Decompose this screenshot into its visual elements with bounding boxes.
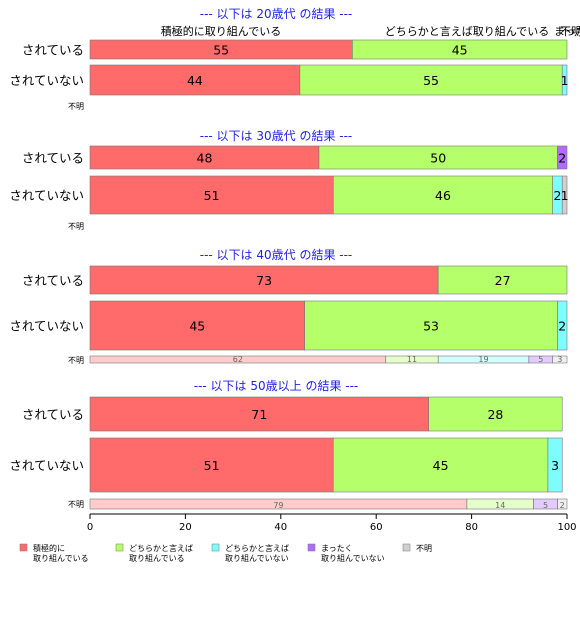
data-label: 45 bbox=[189, 319, 205, 334]
data-label: 79 bbox=[273, 501, 283, 510]
row-label: 不明 bbox=[68, 500, 84, 509]
row-label: されていない bbox=[9, 73, 84, 88]
header-label: まったく bbox=[554, 25, 580, 38]
bar-segment bbox=[547, 437, 563, 493]
row-label: されていない bbox=[9, 188, 84, 203]
x-tick-label: 0 bbox=[87, 522, 93, 533]
x-tick-label: 80 bbox=[465, 522, 478, 533]
data-label: 45 bbox=[452, 43, 468, 58]
panel-title: --- 以下は 50歳以上 の結果 --- bbox=[194, 379, 359, 393]
bar-segment bbox=[89, 265, 439, 295]
legend-label: どちらかと言えば取り組んでいる bbox=[129, 543, 193, 563]
bar-segment bbox=[304, 300, 558, 351]
data-label: 3 bbox=[551, 458, 559, 473]
bar-segment bbox=[552, 355, 568, 364]
bar-segment bbox=[89, 396, 429, 432]
data-label: 45 bbox=[433, 458, 449, 473]
legend-label-line: 積極的に bbox=[33, 543, 65, 553]
row-label: 不明 bbox=[68, 356, 84, 365]
bar-segment bbox=[89, 437, 334, 493]
row-label: されている bbox=[22, 151, 84, 166]
data-label: 71 bbox=[251, 407, 267, 422]
data-label: 5 bbox=[543, 501, 548, 510]
data-label: 46 bbox=[435, 188, 451, 203]
legend-label-line: 取り組んでいる bbox=[129, 553, 185, 563]
bar-segment bbox=[89, 175, 334, 215]
data-label: 50 bbox=[430, 151, 446, 166]
data-label: 55 bbox=[213, 43, 229, 58]
data-label: 14 bbox=[495, 501, 505, 510]
data-label: 2 bbox=[558, 319, 566, 334]
x-tick-label: 40 bbox=[274, 522, 287, 533]
x-tick-label: 100 bbox=[557, 522, 576, 533]
x-tick-label: 60 bbox=[370, 522, 383, 533]
data-label: 11 bbox=[407, 355, 417, 364]
bar-segment bbox=[557, 300, 568, 351]
legend-label-line: どちらかと言えば bbox=[129, 543, 193, 553]
legend-label: まったく取り組んでいない bbox=[321, 544, 385, 563]
data-label: 44 bbox=[187, 73, 203, 88]
bar-segment bbox=[557, 498, 568, 510]
data-label: 2 bbox=[553, 188, 561, 203]
legend-label-line: 不明 bbox=[416, 544, 432, 553]
legend-swatch bbox=[307, 543, 316, 552]
data-label: 2 bbox=[558, 151, 566, 166]
data-label: 28 bbox=[487, 407, 503, 422]
header-label: 積極的に取り組んでいる bbox=[161, 24, 281, 38]
legend-label-line: どちらかと言えば bbox=[225, 543, 289, 553]
panel-title: --- 以下は 20歳代 の結果 --- bbox=[200, 7, 353, 21]
legend-label-line: まったく bbox=[321, 544, 353, 553]
legend-label-line: 取り組んでいない bbox=[321, 553, 385, 563]
legend-swatch bbox=[211, 543, 220, 552]
data-label: 3 bbox=[557, 355, 562, 364]
row-label: されている bbox=[22, 407, 84, 422]
legend-label-line: 取り組んでいない bbox=[225, 553, 289, 563]
panel-title: --- 以下は 40歳代 の結果 --- bbox=[200, 248, 353, 262]
bar-segment bbox=[557, 145, 568, 170]
bar-segment bbox=[352, 39, 568, 60]
data-label: 51 bbox=[204, 458, 220, 473]
row-label: されている bbox=[22, 43, 84, 58]
data-label: 19 bbox=[478, 355, 488, 364]
header-label: 不明 bbox=[560, 25, 580, 38]
bar-segment bbox=[561, 64, 568, 96]
x-tick-label: 20 bbox=[179, 522, 192, 533]
data-label: 55 bbox=[423, 73, 439, 88]
legend-label: 積極的に取り組んでいる bbox=[33, 543, 89, 563]
data-label: 2 bbox=[560, 501, 565, 510]
bar-segment bbox=[561, 175, 568, 215]
legend-swatch bbox=[402, 543, 411, 552]
bar-segment bbox=[89, 300, 305, 351]
data-label: 73 bbox=[256, 273, 272, 288]
legend-swatch bbox=[19, 543, 28, 552]
data-label: 62 bbox=[233, 355, 243, 364]
data-label: 51 bbox=[204, 188, 220, 203]
header-label: どちらかと言えば取り組んでいる bbox=[385, 25, 549, 38]
legend-label-line: 取り組んでいる bbox=[33, 553, 89, 563]
data-label: 1 bbox=[561, 188, 569, 203]
row-label: 不明 bbox=[68, 102, 84, 111]
bar-segment bbox=[89, 64, 301, 96]
bar-segment bbox=[332, 437, 549, 493]
bar-segment bbox=[332, 175, 553, 215]
panel-title: --- 以下は 30歳代 の結果 --- bbox=[200, 129, 353, 143]
data-label: 53 bbox=[423, 319, 439, 334]
legend-swatch bbox=[115, 543, 124, 552]
bar-segment bbox=[437, 265, 568, 295]
row-label: 不明 bbox=[68, 222, 84, 231]
legend-label: どちらかと言えば取り組んでいない bbox=[225, 543, 289, 563]
bar-segment bbox=[428, 396, 563, 432]
row-label: されている bbox=[22, 273, 84, 288]
row-label: されていない bbox=[9, 458, 84, 473]
data-label: 27 bbox=[495, 273, 511, 288]
data-label: 48 bbox=[197, 151, 213, 166]
data-label: 1 bbox=[561, 73, 569, 88]
row-label: されていない bbox=[9, 319, 84, 334]
data-label: 5 bbox=[538, 355, 543, 364]
legend-label: 不明 bbox=[416, 544, 432, 553]
